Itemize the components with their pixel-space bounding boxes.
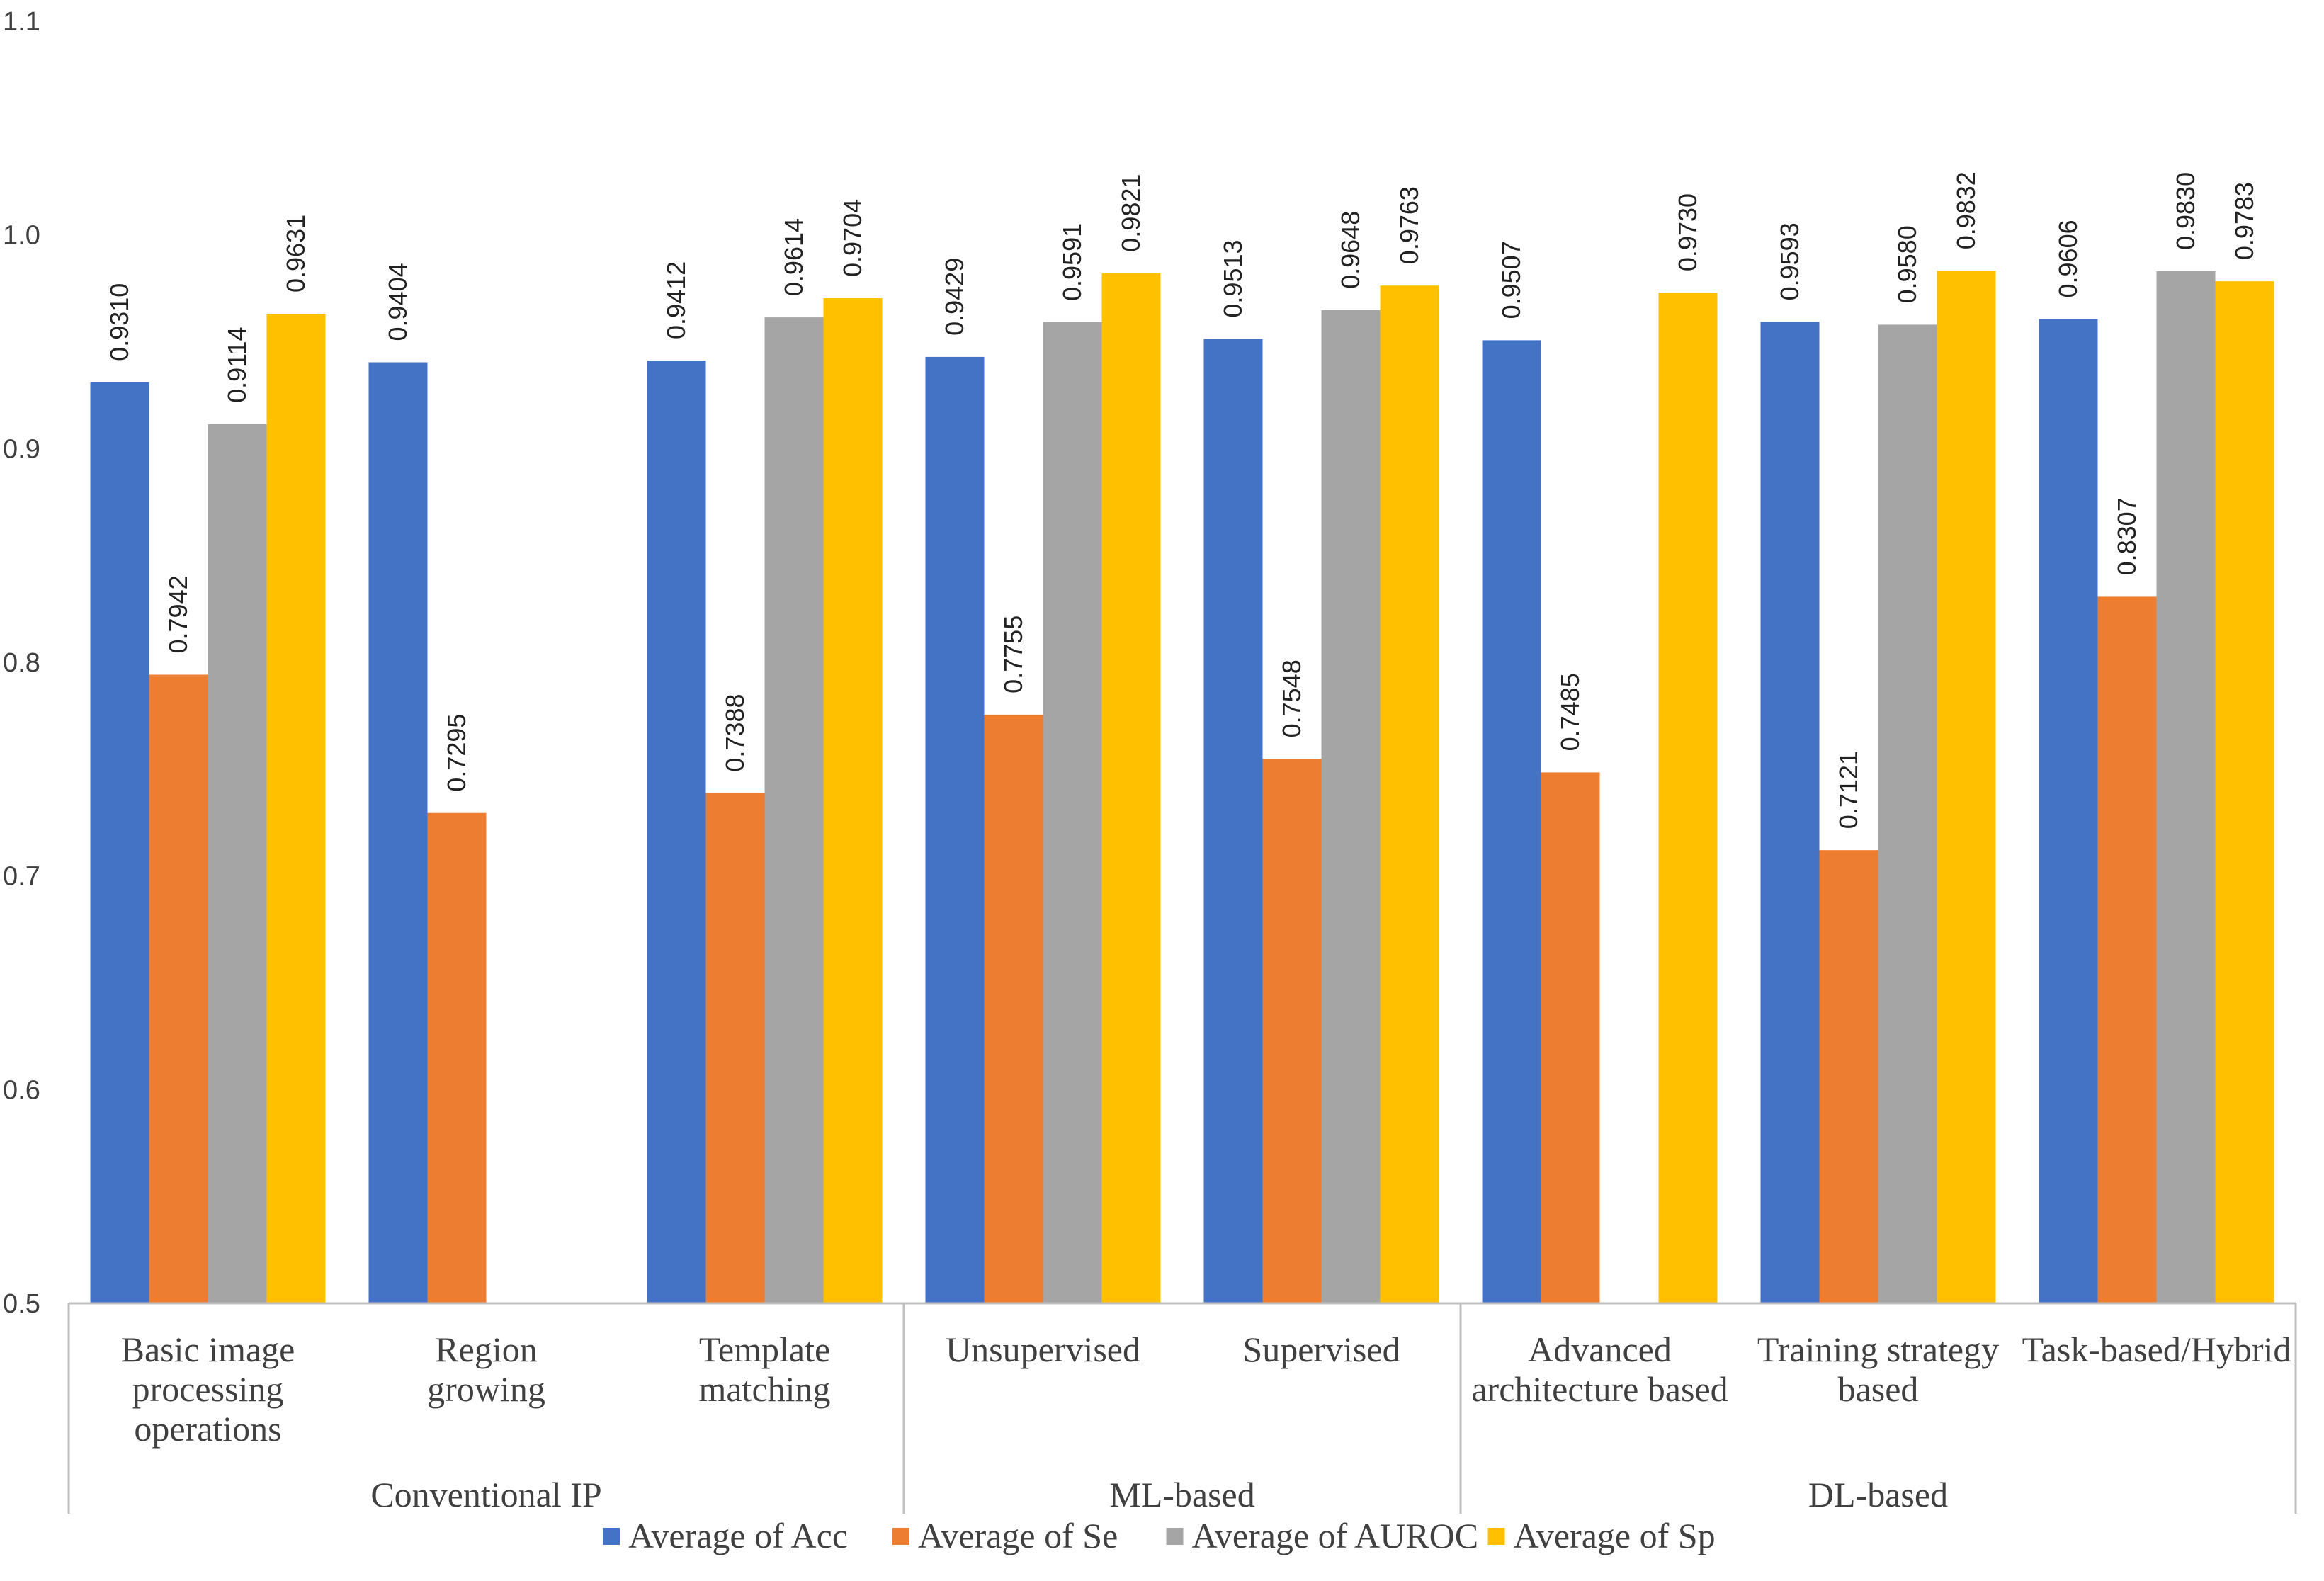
bar [984,714,1043,1303]
data-label: 0.9704 [838,199,867,277]
data-label: 0.7548 [1277,659,1306,737]
data-label: 0.9412 [662,261,691,339]
bar [1878,324,1937,1303]
bar [1541,772,1600,1303]
bar [1101,273,1161,1304]
bar [149,674,208,1303]
data-label: 0.9606 [2053,220,2082,298]
data-label: 0.9832 [1951,171,1980,249]
data-label: 0.9763 [1395,186,1424,264]
data-label: 0.9830 [2171,172,2200,250]
data-label: 0.9429 [940,258,969,336]
bar [1482,340,1541,1303]
data-label: 0.7295 [442,714,471,792]
legend-label: Average of AUROC [1192,1516,1479,1556]
bar [2215,281,2274,1304]
legend-label: Average of Se [918,1516,1118,1556]
data-label: 0.9507 [1497,241,1526,319]
data-label: 0.7942 [164,575,193,653]
bar [1658,293,1718,1304]
bar [368,362,428,1303]
category-label: Advanced architecture based [1471,1330,1728,1409]
legend: Average of Acc Average of Se Average of AU… [603,1516,1716,1556]
bar [764,317,824,1304]
bar [2097,596,2157,1303]
bar [1380,285,1439,1304]
bar [427,812,487,1303]
group-label: DL-based [1808,1475,1948,1514]
data-label: 0.9648 [1336,211,1365,289]
y-tick-label: 0.7 [3,862,40,892]
data-label: 0.9631 [281,215,310,293]
bar [2156,271,2216,1303]
data-label: 0.9310 [105,283,134,361]
category-label: Region growing [427,1330,545,1409]
bar [1819,850,1878,1303]
bar [208,424,267,1303]
y-tick-label: 0.8 [3,648,40,678]
y-axis-ticks: 0.5 0.6 0.7 0.8 0.9 1.0 1.1 [3,7,40,1319]
bar [705,793,765,1303]
bar [1262,759,1322,1303]
data-label: 0.9591 [1058,223,1087,301]
bar [1203,339,1263,1304]
bar [647,361,706,1303]
bar [1321,310,1381,1303]
legend-swatch [603,1528,620,1545]
group-label: Conventional IP [370,1475,601,1514]
category-label: Unsupervised [946,1330,1140,1369]
bar [90,382,149,1303]
category-label: Task-based/Hybrid [2022,1330,2291,1369]
legend-swatch [1487,1528,1505,1545]
data-label: 0.9580 [1893,225,1922,303]
y-tick-label: 0.9 [3,434,40,464]
y-tick-label: 1.1 [3,7,40,37]
y-tick-label: 0.5 [3,1289,40,1319]
legend-label: Average of Sp [1514,1516,1716,1556]
legend-label: Average of Acc [628,1516,848,1556]
data-label: 0.7121 [1834,751,1863,829]
data-label: 0.8307 [2112,497,2141,575]
group-label: ML-based [1109,1475,1255,1514]
data-labels: 0.9310 0.9404 0.9412 0.9429 0.9513 0.9507 0.95… [105,171,2259,829]
data-label: 0.9614 [779,218,808,296]
y-tick-label: 0.6 [3,1075,40,1105]
data-label: 0.7485 [1555,673,1585,751]
legend-swatch [1166,1528,1184,1545]
bar [266,314,326,1303]
data-label: 0.7755 [999,616,1028,693]
bar [925,356,985,1303]
data-label: 0.9513 [1218,239,1247,317]
data-label: 0.9404 [383,263,412,341]
data-label: 0.9783 [2230,182,2259,260]
data-label: 0.9821 [1116,174,1145,252]
x-axis: Basic image processing operations Region gro… [67,1302,2297,1514]
bar [1043,322,1102,1303]
bar [1937,271,1996,1303]
category-label: Training strategy based [1757,1330,1999,1409]
category-label: Template matching [698,1330,830,1409]
data-label: 0.9730 [1673,193,1702,271]
legend-swatch [892,1528,909,1545]
bar [1760,322,1820,1303]
bar [2039,319,2098,1303]
category-label: Basic image processing operations [121,1330,295,1449]
y-tick-label: 1.0 [3,221,40,251]
data-label: 0.9593 [1775,222,1804,300]
data-label: 0.9114 [222,327,251,402]
category-label: Supervised [1242,1330,1400,1369]
bar [823,298,883,1303]
data-label: 0.7388 [720,693,749,771]
bars [90,271,2274,1304]
